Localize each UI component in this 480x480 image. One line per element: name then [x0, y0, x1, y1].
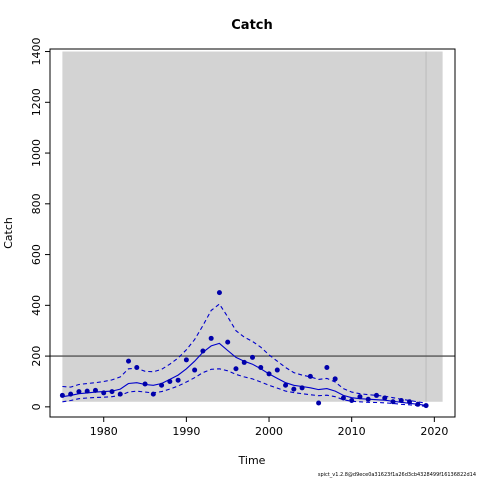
data-point	[307, 373, 313, 379]
data-point	[365, 396, 371, 402]
data-point	[117, 391, 123, 397]
data-point	[398, 398, 404, 404]
data-point	[390, 399, 396, 405]
plot-area: 1980 1990 2000 2010 2020 0 200 400 600 800 1000 120…	[30, 38, 456, 438]
data-point	[150, 391, 156, 397]
y-tick-label: 200	[30, 346, 43, 367]
data-point	[109, 389, 115, 395]
data-point	[291, 386, 297, 392]
data-point	[225, 339, 231, 345]
y-tick-label: 1200	[30, 88, 43, 116]
data-point	[76, 389, 82, 395]
data-point	[274, 367, 280, 373]
data-point	[299, 385, 305, 391]
data-point	[233, 366, 239, 372]
data-point	[340, 395, 346, 401]
data-point	[349, 398, 355, 404]
y-axis-label: Catch	[2, 217, 15, 249]
x-tick-label: 2000	[255, 425, 283, 438]
y-tick-label: 600	[30, 244, 43, 265]
y-tick-label: 800	[30, 193, 43, 214]
lower-ci-line	[62, 368, 427, 407]
data-point	[84, 388, 90, 394]
data-point	[241, 359, 247, 365]
data-point	[216, 290, 222, 296]
data-point	[142, 381, 148, 387]
data-point	[316, 400, 322, 406]
x-axis-label: Time	[238, 454, 266, 467]
data-point	[357, 394, 363, 400]
data-point	[258, 365, 264, 371]
plot-frame	[49, 48, 456, 418]
data-point	[159, 382, 165, 388]
data-point	[208, 335, 214, 341]
data-point	[126, 358, 132, 364]
data-point	[167, 378, 173, 384]
x-tick-label: 2020	[420, 425, 448, 438]
data-point	[101, 390, 107, 396]
data-point	[250, 354, 255, 360]
data-point	[200, 348, 206, 354]
data-point	[59, 392, 65, 398]
x-tick-label: 1980	[90, 425, 118, 438]
data-point	[68, 391, 74, 397]
x-tick-label: 1990	[172, 425, 200, 438]
y-tick-label: 1000	[30, 139, 43, 167]
data-point	[382, 395, 388, 401]
shaded-region	[62, 51, 443, 402]
data-point	[192, 367, 198, 373]
chart-title: Catch	[231, 18, 273, 33]
upper-ci-line	[62, 303, 427, 404]
y-tick-label: 400	[30, 295, 43, 316]
data-point	[423, 403, 429, 409]
data-point	[283, 382, 289, 388]
x-tick-label: 2010	[338, 425, 366, 438]
data-point	[407, 399, 413, 405]
data-point	[266, 371, 272, 377]
y-tick-label: 0	[30, 403, 43, 410]
data-point	[134, 365, 140, 371]
version-footnote: spict_v1.2.8@d9ece0a31623f1a26d3cb432849…	[317, 472, 476, 478]
data-point	[373, 392, 379, 398]
data-point	[415, 401, 421, 407]
data-point	[175, 377, 181, 383]
y-tick-label: 1400	[30, 38, 43, 66]
data-point	[332, 376, 338, 382]
data-point	[92, 387, 98, 393]
data-point	[183, 357, 189, 363]
data-point	[324, 365, 330, 371]
